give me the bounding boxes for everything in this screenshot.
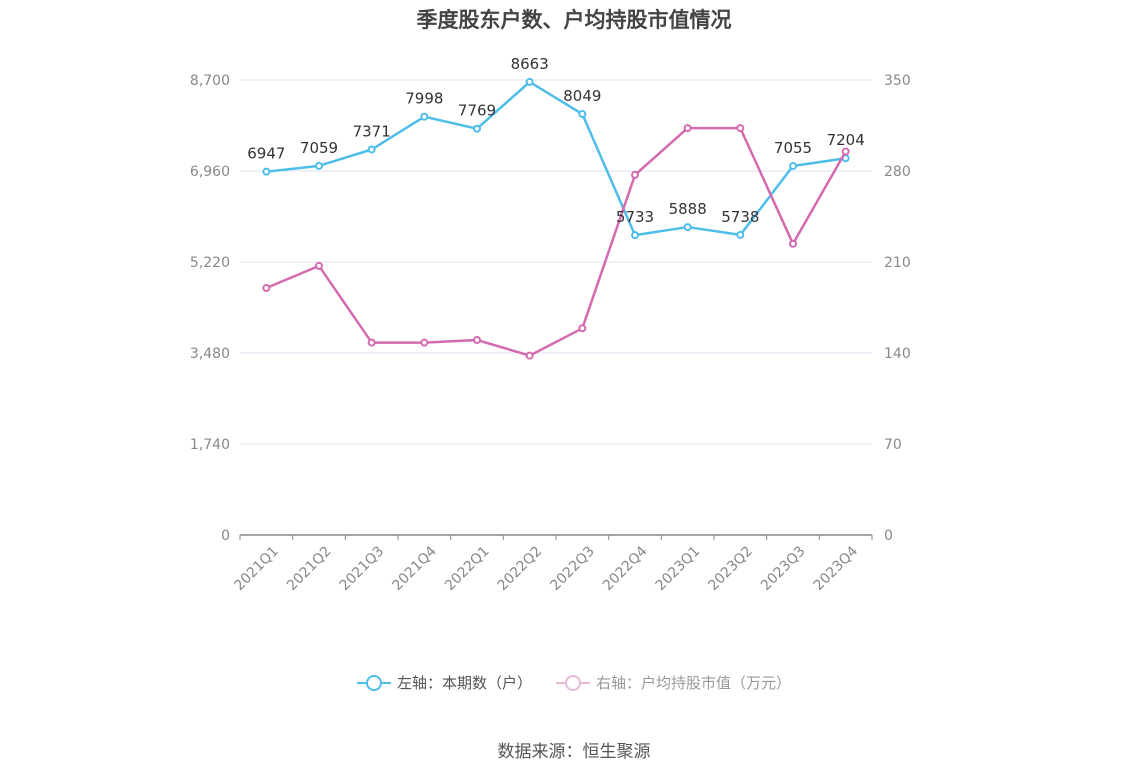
- x-tick-label: 2023Q4: [811, 543, 862, 594]
- data-point: [841, 147, 850, 156]
- data-point: [262, 284, 271, 292]
- data-labels: 6947 7059 7371 7998 7769 8663 8049 5733 5888 5738…: [247, 55, 865, 226]
- data-point: [683, 124, 692, 133]
- legend-swatch-blue: [356, 673, 391, 693]
- legend-label: 左轴：本期数（户）: [396, 674, 532, 692]
- left-tick-label: 8,700: [190, 73, 230, 89]
- series-lines: [262, 77, 850, 360]
- left-tick-label: 6,960: [190, 164, 230, 180]
- chart-title: 季度股东户数、户均持股市值情况: [416, 8, 732, 32]
- data-label: 7204: [827, 131, 865, 149]
- series-line: [266, 80, 846, 237]
- data-point: [631, 231, 639, 240]
- data-point: [736, 124, 745, 133]
- data-label: 5888: [669, 200, 707, 218]
- data-point: [420, 112, 429, 121]
- data-point: [578, 324, 587, 333]
- data-point: [525, 351, 534, 360]
- grid-lines: [240, 79, 872, 445]
- source-note: 数据来源：恒生聚源: [497, 742, 651, 762]
- data-point: [367, 145, 376, 154]
- data-label: 8049: [563, 87, 601, 105]
- data-point: [473, 336, 481, 344]
- left-tick-label: 3,480: [190, 346, 230, 362]
- data-label: 7055: [774, 139, 812, 157]
- data-point: [525, 77, 534, 86]
- data-label: 5738: [721, 208, 759, 226]
- data-point: [420, 338, 429, 347]
- x-tick-label: 2021Q4: [389, 543, 440, 594]
- left-tick-label: 1,740: [190, 437, 230, 453]
- legend-label: 右轴：户均持股市值（万元）: [596, 674, 792, 692]
- right-tick-label: 280: [884, 164, 911, 180]
- right-tick-label: 70: [884, 437, 902, 453]
- x-tick-label: 2023Q2: [705, 543, 756, 594]
- right-tick-label: 350: [884, 73, 911, 89]
- data-label: 8663: [511, 55, 549, 73]
- legend-item-left-series[interactable]: 左轴：本期数（户）: [356, 672, 532, 693]
- right-tick-label: 140: [884, 346, 911, 362]
- x-tick-label: 2022Q4: [600, 543, 651, 594]
- data-label: 7769: [458, 102, 496, 120]
- data-point: [473, 124, 481, 133]
- x-tick-label: 2022Q1: [442, 543, 493, 594]
- data-point: [683, 223, 692, 232]
- data-label: 7371: [353, 123, 391, 141]
- right-tick-label: 0: [884, 528, 893, 544]
- legend-item-right-series[interactable]: 右轴：户均持股市值（万元）: [556, 672, 791, 693]
- data-point: [789, 162, 797, 171]
- left-tick-label: 5,220: [190, 255, 230, 271]
- right-tick-label: 210: [884, 255, 911, 271]
- data-point: [578, 110, 587, 119]
- x-tick-label: 2022Q2: [495, 543, 546, 594]
- x-tick-label: 2021Q3: [337, 543, 388, 594]
- legend-swatch-pink: [556, 673, 590, 693]
- data-point: [262, 167, 271, 176]
- legend: 左轴：本期数（户） 右轴：户均持股市值（万元）: [0, 672, 1148, 693]
- series-line: [265, 126, 847, 357]
- data-point: [315, 261, 323, 270]
- data-point: [736, 230, 745, 239]
- data-label: 7998: [405, 90, 443, 108]
- data-label: 5733: [616, 208, 654, 226]
- x-tick-label: 2023Q3: [758, 543, 809, 594]
- x-tick-label: 2021Q1: [231, 543, 282, 594]
- x-tick-label: 2021Q2: [284, 543, 335, 594]
- data-label: 7059: [300, 139, 338, 157]
- data-point: [367, 338, 376, 347]
- x-tick-label: 2022Q3: [547, 543, 598, 594]
- data-point: [631, 170, 639, 179]
- data-label: 6947: [247, 145, 285, 163]
- data-point: [315, 161, 323, 170]
- left-tick-label: 0: [221, 528, 230, 544]
- x-tick-label: 2023Q1: [653, 543, 704, 594]
- data-point: [789, 239, 797, 248]
